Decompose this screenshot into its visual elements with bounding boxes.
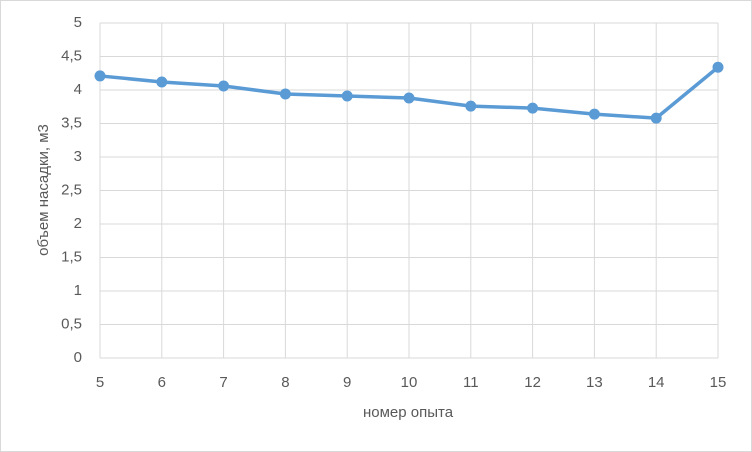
data-point: [712, 61, 724, 73]
data-point: [465, 100, 477, 112]
x-tick-label: 8: [281, 374, 289, 391]
y-tick-label: 2,5: [61, 181, 82, 198]
y-tick-label: 5: [74, 14, 82, 31]
data-point: [588, 108, 600, 120]
data-point: [279, 88, 291, 100]
x-tick-label: 12: [524, 374, 541, 391]
x-tick-label: 11: [463, 374, 479, 391]
y-tick-label: 3: [74, 148, 82, 165]
data-point: [650, 112, 662, 124]
x-tick-label: 13: [586, 374, 603, 391]
y-tick-label: 0,5: [61, 315, 82, 332]
y-axis-label: объем насадки, м3: [35, 124, 52, 256]
x-tick-label: 7: [219, 374, 227, 391]
y-tick-label: 1: [74, 282, 82, 299]
x-tick-label: 6: [158, 374, 166, 391]
x-tick-label: 15: [710, 374, 727, 391]
y-tick-label: 4,5: [61, 47, 82, 64]
y-tick-label: 4: [74, 81, 82, 98]
x-axis-label: номер опыта: [363, 404, 454, 421]
y-tick-label: 1,5: [61, 248, 82, 265]
data-point: [94, 70, 106, 82]
data-point: [156, 76, 168, 88]
data-point: [527, 102, 539, 114]
x-tick-label: 5: [96, 374, 104, 391]
y-tick-label: 3,5: [61, 114, 82, 131]
data-point: [403, 92, 415, 104]
x-tick-label: 14: [648, 374, 665, 391]
y-tick-label: 2: [74, 215, 82, 232]
data-point: [218, 80, 230, 92]
x-tick-label: 9: [343, 374, 351, 391]
y-tick-label: 0: [74, 349, 82, 366]
x-tick-label: 10: [401, 374, 418, 391]
data-point: [341, 90, 353, 102]
